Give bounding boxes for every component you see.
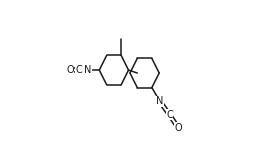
Text: N: N: [84, 65, 91, 75]
Text: N: N: [156, 97, 164, 106]
Text: C: C: [76, 65, 82, 75]
Text: C: C: [166, 110, 173, 120]
Text: O: O: [174, 123, 182, 133]
Text: O: O: [66, 65, 74, 75]
